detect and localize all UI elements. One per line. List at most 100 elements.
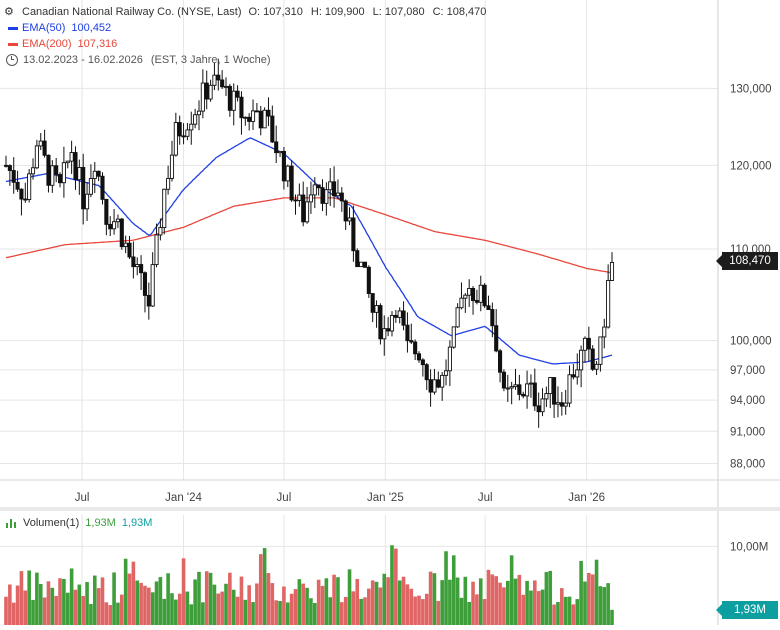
candle[interactable]	[501, 369, 506, 392]
candle[interactable]	[320, 179, 325, 212]
candle[interactable]	[409, 323, 414, 344]
candle[interactable]	[594, 360, 599, 376]
candle[interactable]	[532, 368, 537, 411]
candle[interactable]	[278, 150, 283, 157]
candle[interactable]	[96, 170, 101, 182]
candle[interactable]	[69, 140, 74, 174]
candle[interactable]	[517, 374, 522, 401]
candle[interactable]	[57, 172, 63, 188]
candle[interactable]	[231, 83, 236, 126]
candle[interactable]	[166, 165, 171, 195]
candle[interactable]	[285, 164, 290, 188]
candle[interactable]	[54, 157, 59, 183]
candle[interactable]	[505, 374, 510, 402]
candle[interactable]	[223, 77, 229, 96]
candle[interactable]	[100, 172, 105, 205]
candle[interactable]	[598, 336, 603, 372]
candle[interactable]	[478, 275, 483, 312]
candle[interactable]	[482, 283, 487, 308]
pane-separator[interactable]	[0, 507, 780, 511]
candle[interactable]	[389, 311, 395, 337]
candle[interactable]	[270, 105, 275, 144]
candle[interactable]	[46, 154, 51, 193]
candle[interactable]	[193, 108, 198, 129]
candle[interactable]	[204, 70, 209, 110]
candle[interactable]	[498, 348, 503, 383]
candle[interactable]	[555, 386, 561, 418]
candle[interactable]	[274, 125, 279, 164]
candle[interactable]	[15, 170, 20, 192]
candle[interactable]	[127, 235, 132, 260]
candle[interactable]	[494, 309, 499, 353]
candle[interactable]	[544, 386, 549, 408]
candle[interactable]	[262, 107, 267, 129]
candle[interactable]	[528, 374, 533, 398]
candle[interactable]	[85, 182, 90, 221]
candle[interactable]	[88, 164, 93, 198]
candle[interactable]	[150, 252, 155, 307]
candle[interactable]	[139, 255, 144, 290]
candle[interactable]	[602, 318, 607, 349]
candle[interactable]	[181, 123, 186, 145]
candle[interactable]	[540, 388, 545, 417]
candle[interactable]	[61, 146, 66, 198]
candle[interactable]	[196, 100, 202, 131]
candle[interactable]	[332, 166, 337, 208]
candle[interactable]	[185, 122, 190, 141]
candle[interactable]	[436, 371, 441, 389]
candle[interactable]	[470, 286, 476, 315]
candle[interactable]	[19, 188, 24, 216]
candle[interactable]	[108, 216, 113, 237]
candle[interactable]	[81, 153, 86, 225]
candle[interactable]	[77, 159, 82, 195]
candle[interactable]	[247, 113, 252, 131]
candle[interactable]	[38, 132, 43, 150]
candle[interactable]	[324, 182, 329, 216]
candle[interactable]	[7, 164, 12, 186]
candle[interactable]	[347, 207, 352, 226]
candle[interactable]	[146, 282, 151, 320]
candle[interactable]	[250, 99, 256, 130]
candle[interactable]	[212, 62, 217, 91]
candle[interactable]	[552, 377, 557, 418]
candle[interactable]	[548, 376, 553, 409]
candle[interactable]	[123, 235, 128, 254]
candle[interactable]	[559, 392, 564, 416]
candle[interactable]	[289, 160, 294, 202]
candle[interactable]	[401, 301, 406, 331]
candle[interactable]	[135, 257, 140, 276]
candle[interactable]	[142, 271, 148, 313]
candle[interactable]	[513, 368, 518, 390]
candle[interactable]	[440, 372, 445, 401]
candle[interactable]	[474, 289, 479, 305]
candle[interactable]	[281, 146, 286, 190]
candle[interactable]	[459, 282, 464, 310]
candle[interactable]	[169, 140, 175, 182]
candle[interactable]	[455, 303, 460, 328]
candle[interactable]	[490, 302, 495, 338]
candle[interactable]	[451, 326, 456, 349]
candle[interactable]	[23, 182, 28, 203]
candle[interactable]	[386, 317, 391, 337]
candle[interactable]	[162, 188, 167, 235]
candle[interactable]	[586, 326, 591, 362]
candle[interactable]	[316, 184, 321, 196]
candle[interactable]	[227, 83, 232, 117]
candle[interactable]	[328, 168, 333, 206]
candle[interactable]	[305, 186, 310, 224]
candle[interactable]	[575, 353, 580, 385]
candle[interactable]	[42, 129, 47, 158]
candle[interactable]	[443, 359, 449, 386]
candle[interactable]	[200, 69, 205, 119]
candle[interactable]	[397, 307, 402, 324]
candle[interactable]	[308, 181, 313, 214]
candle[interactable]	[177, 115, 182, 145]
candle[interactable]	[235, 85, 240, 102]
candle[interactable]	[115, 214, 120, 228]
candle[interactable]	[173, 112, 178, 157]
candle[interactable]	[50, 160, 55, 193]
candle[interactable]	[243, 116, 248, 126]
candle[interactable]	[293, 194, 298, 215]
candle[interactable]	[297, 183, 302, 207]
candle[interactable]	[339, 187, 344, 212]
